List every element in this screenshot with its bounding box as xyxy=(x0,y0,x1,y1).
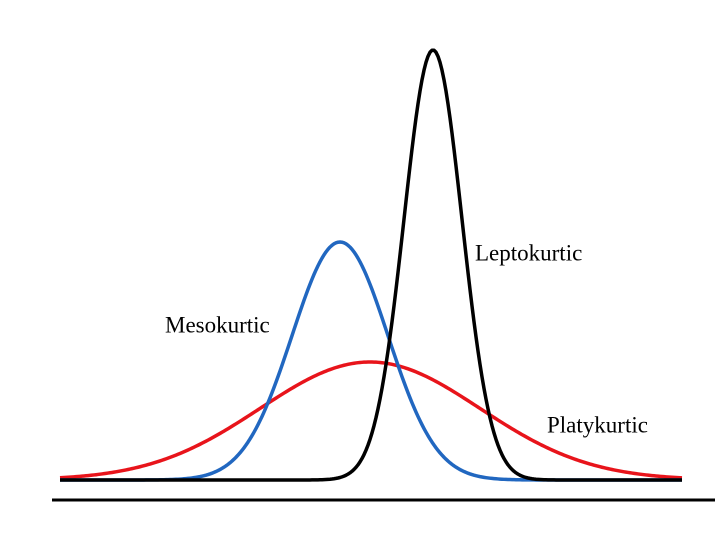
platykurtic-curve xyxy=(59,360,683,480)
leptokurtic-label: Leptokurtic xyxy=(475,240,582,265)
platykurtic-label: Platykurtic xyxy=(547,412,648,437)
leptokurtic-curve xyxy=(60,48,682,482)
curves xyxy=(59,48,683,482)
mesokurtic-label: Mesokurtic xyxy=(165,312,270,337)
